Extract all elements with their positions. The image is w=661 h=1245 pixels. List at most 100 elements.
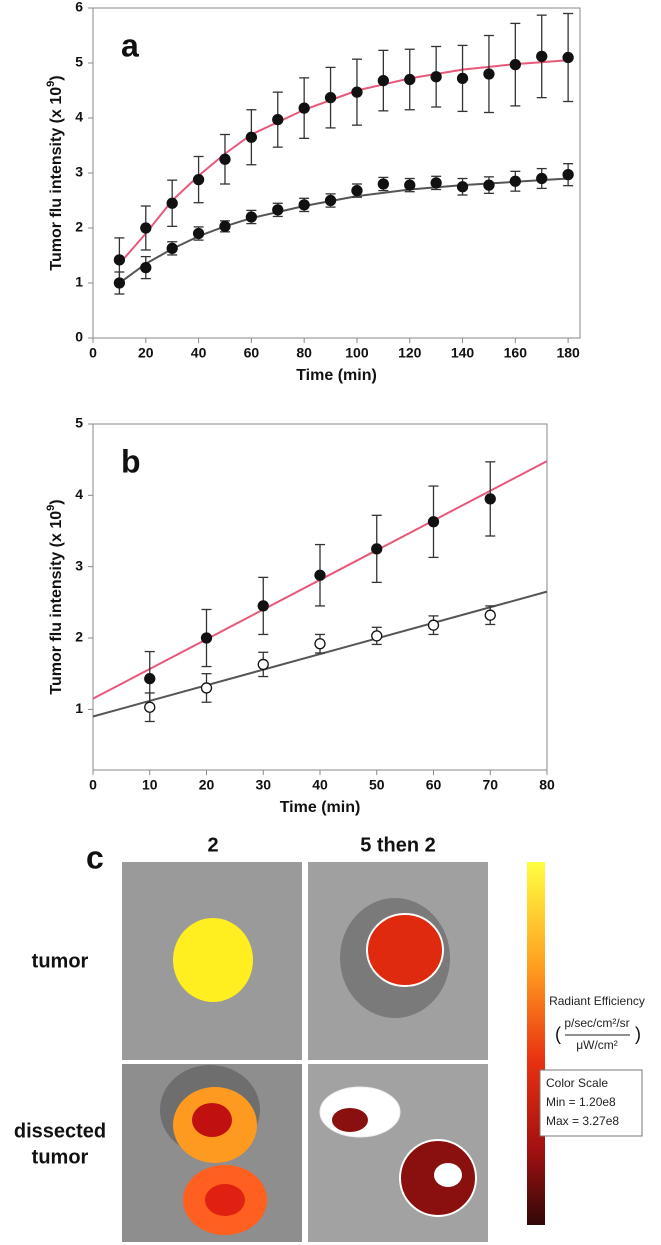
- data-point: [140, 222, 152, 234]
- x-tick-label: 20: [138, 345, 154, 361]
- data-point: [245, 131, 258, 143]
- data-point: [484, 609, 496, 621]
- scale-title: Color Scale: [546, 1076, 608, 1090]
- data-point: [200, 632, 213, 644]
- y-tick-label: 1: [75, 700, 83, 716]
- data-point: [113, 254, 126, 266]
- data-point: [144, 701, 156, 713]
- colorbar-unit: μW/cm²: [576, 1038, 618, 1052]
- x-tick-label: 40: [191, 345, 207, 361]
- data-point: [257, 600, 269, 612]
- data-point: [314, 638, 326, 650]
- data-point: [427, 516, 440, 528]
- data-point: [377, 74, 390, 87]
- y-tick-label: 2: [75, 219, 83, 235]
- data-point: [166, 197, 178, 209]
- x-tick-label: 140: [451, 345, 475, 361]
- x-tick-label: 100: [345, 345, 369, 361]
- data-point: [144, 673, 156, 685]
- y-tick-label: 4: [75, 486, 83, 502]
- data-point: [140, 261, 152, 274]
- data-point: [166, 242, 178, 255]
- bracket: ): [635, 1024, 641, 1044]
- x-tick-label: 60: [426, 777, 442, 793]
- data-point: [219, 153, 231, 165]
- data-point: [371, 630, 383, 642]
- x-axis-label: Time (min): [296, 367, 377, 384]
- data-point: [484, 493, 496, 505]
- y-tick-label: 4: [75, 109, 83, 125]
- column-header: 2: [207, 834, 218, 856]
- x-tick-label: 160: [504, 345, 528, 361]
- data-point: [272, 204, 284, 216]
- data-point: [427, 619, 440, 631]
- row-label: dissected: [14, 1120, 106, 1142]
- x-tick-label: 60: [244, 345, 260, 361]
- panel-label: a: [121, 27, 139, 63]
- data-point: [200, 682, 213, 694]
- x-tick-label: 70: [482, 777, 498, 793]
- data-point: [272, 114, 284, 126]
- data-point: [219, 220, 231, 233]
- data-point: [483, 68, 495, 80]
- data-point: [192, 173, 205, 186]
- data-point: [298, 199, 310, 211]
- row-label: tumor: [32, 950, 89, 972]
- bracket: (: [555, 1024, 561, 1044]
- data-point: [509, 59, 521, 71]
- y-tick-label: 5: [75, 54, 83, 70]
- plot-frame: [92, 7, 581, 339]
- data-point: [324, 92, 337, 104]
- x-tick-label: 30: [255, 777, 271, 793]
- scale-min: Min = 1.20e8: [546, 1095, 616, 1109]
- y-tick-label: 1: [75, 274, 83, 290]
- data-point: [351, 184, 363, 197]
- data-point: [430, 71, 442, 83]
- x-tick-label: 10: [142, 777, 158, 793]
- fit-line: [92, 590, 548, 718]
- y-axis-label-part: 9: [45, 81, 57, 87]
- y-tick-label: 6: [75, 0, 83, 15]
- y-tick-label: 3: [75, 557, 83, 573]
- x-tick-label: 50: [369, 777, 385, 793]
- y-tick-label: 2: [75, 629, 83, 645]
- data-point: [371, 543, 383, 555]
- y-tick-label: 5: [75, 415, 83, 431]
- fit-line: [118, 177, 569, 284]
- data-point: [245, 211, 258, 223]
- data-point: [536, 50, 548, 63]
- y-axis-label-part: 9: [45, 505, 57, 511]
- data-point: [509, 175, 521, 187]
- panel-label: c: [86, 839, 104, 875]
- data-point: [483, 179, 495, 191]
- data-point: [404, 73, 416, 86]
- y-axis-label: Tumor flu intensity (x 109): [45, 499, 65, 694]
- row-label: tumor: [32, 1146, 89, 1168]
- x-tick-label: 80: [539, 777, 555, 793]
- data-point: [192, 227, 205, 240]
- colorbar-unit: p/sec/cm²/sr: [564, 1016, 629, 1030]
- data-point: [456, 181, 469, 193]
- data-point: [314, 569, 326, 581]
- y-axis-label-part: Tumor flu intensity (x 10: [48, 87, 65, 271]
- colorbar-title: Radiant Efficiency: [549, 994, 645, 1008]
- x-tick-label: 180: [556, 345, 580, 361]
- data-point: [351, 86, 363, 98]
- y-axis-label: Tumor flu intensity (x 109): [45, 75, 65, 270]
- data-point: [404, 179, 416, 191]
- data-point: [257, 658, 269, 671]
- data-point: [562, 51, 574, 64]
- data-point: [430, 177, 442, 189]
- y-axis-label-part: ): [48, 499, 65, 504]
- data-point: [456, 72, 469, 85]
- x-tick-label: 120: [398, 345, 422, 361]
- data-point: [298, 102, 310, 114]
- y-axis-label-part: ): [48, 75, 65, 80]
- data-point: [536, 172, 548, 185]
- scale-max: Max = 3.27e8: [546, 1114, 619, 1128]
- x-tick-label: 20: [199, 777, 215, 793]
- image-grid: [122, 862, 643, 1242]
- data-point: [113, 277, 126, 289]
- data-point: [562, 168, 574, 181]
